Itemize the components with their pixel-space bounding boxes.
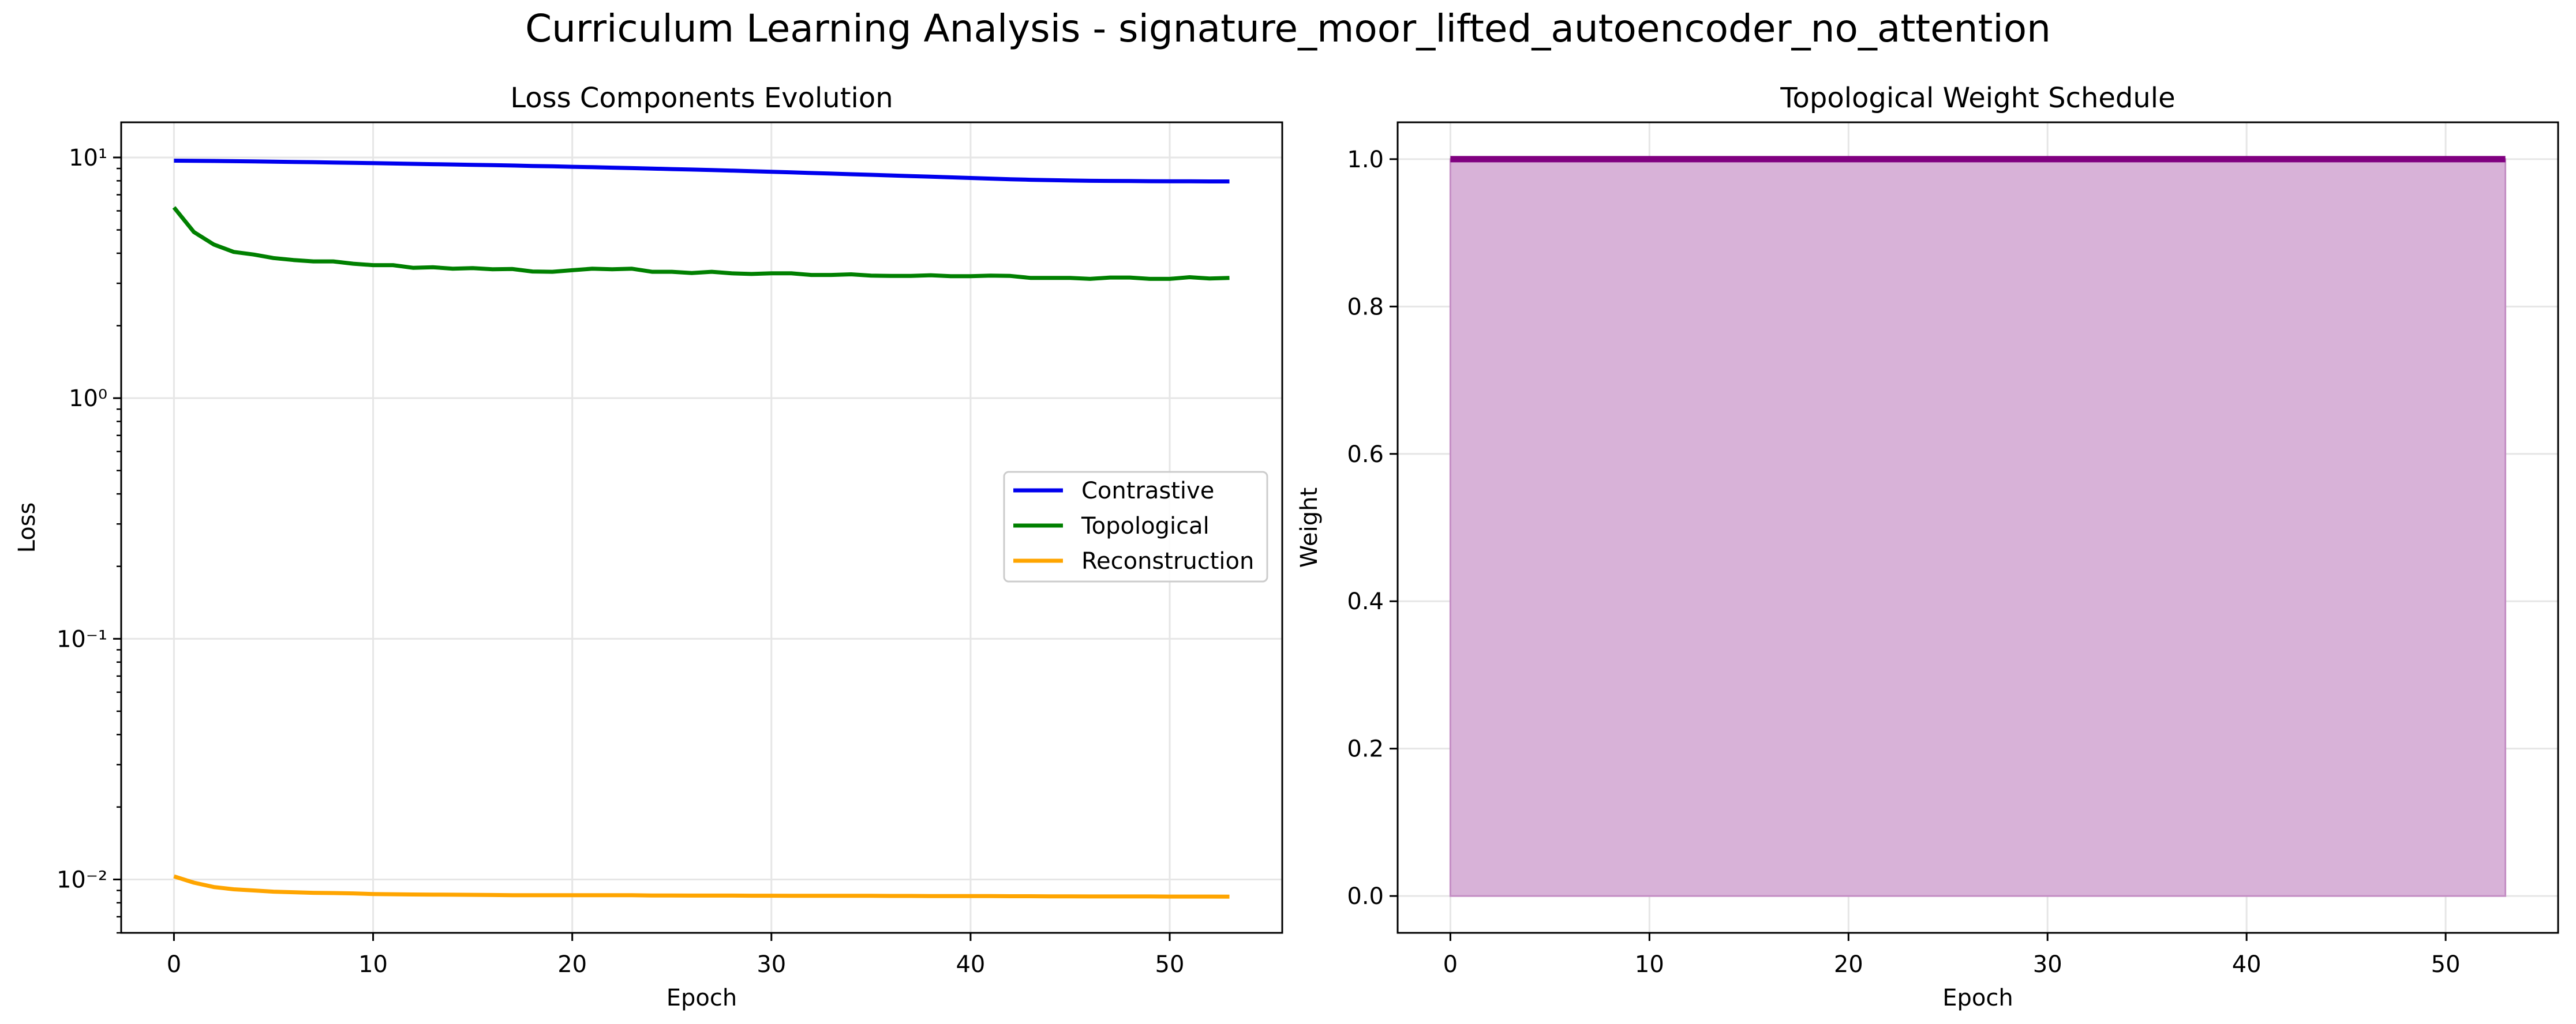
loss-y-tick-label: 10⁻² [57,867,107,893]
loss-chart-title: Loss Components Evolution [510,82,893,114]
loss-y-tick-label: 10⁰ [69,385,107,412]
contrastive-legend-label: Contrastive [1081,478,1214,504]
loss-x-tick-label: 50 [1155,951,1185,978]
topological-weight-chart: 0 10 20 30 40 50 0.0 0.2 0.4 0.6 0.8 1.0 Topological… [1296,82,2559,1011]
loss-y-tick-label: 10¹ [69,145,107,171]
weight-x-tick-label: 50 [2431,951,2461,978]
loss-legend: Contrastive Topological Reconstruction [1003,471,1268,583]
weight-x-axis-label: Epoch [1942,985,2013,1011]
weight-y-tick-label: 0.2 [1347,736,1384,763]
weight-x-tick-label: 10 [1635,951,1664,978]
weight-y-axis-label: Weight [1296,487,1323,568]
loss-x-tick-label: 0 [167,951,181,978]
reconstruction-legend-label: Reconstruction [1081,548,1254,575]
topological-series-line [172,206,1230,281]
weight-x-tick-label: 40 [2232,951,2262,978]
weight-x-tick-label: 0 [1443,951,1458,978]
figure-title: Curriculum Learning Analysis - signature… [525,6,2051,51]
loss-x-tick-label: 10 [358,951,388,978]
weight-area-fill [1449,158,2507,897]
weight-x-tick-label: 20 [1834,951,1863,978]
loss-x-tick-label: 20 [557,951,587,978]
weight-y-tick-label: 0.4 [1347,588,1384,615]
loss-y-tick-label: 10⁻¹ [57,626,107,652]
loss-x-axis-label: Epoch [667,985,737,1011]
legend-box [1003,471,1268,583]
weight-chart-title: Topological Weight Schedule [1780,82,2175,114]
loss-components-chart: 0 10 20 30 40 50 10⁻² 10⁻¹ 10⁰ 10¹ Loss Components… [14,82,1283,1011]
weight-y-tick-label: 0.8 [1347,294,1384,320]
weight-x-tick-label: 30 [2033,951,2062,978]
loss-y-axis-label: Loss [14,502,40,553]
weight-axes-frame [1396,121,2559,934]
loss-x-tick-label: 30 [757,951,786,978]
weight-y-tick-label: 0.0 [1347,883,1384,910]
loss-x-tick-label: 40 [956,951,985,978]
weight-y-tick-label: 0.6 [1347,441,1384,468]
loss-axes-frame [120,121,1283,934]
topological-legend-label: Topological [1081,513,1210,539]
contrastive-series-line [174,159,1230,183]
reconstruction-series-line [173,874,1230,899]
weight-y-tick-label: 1.0 [1347,147,1384,173]
